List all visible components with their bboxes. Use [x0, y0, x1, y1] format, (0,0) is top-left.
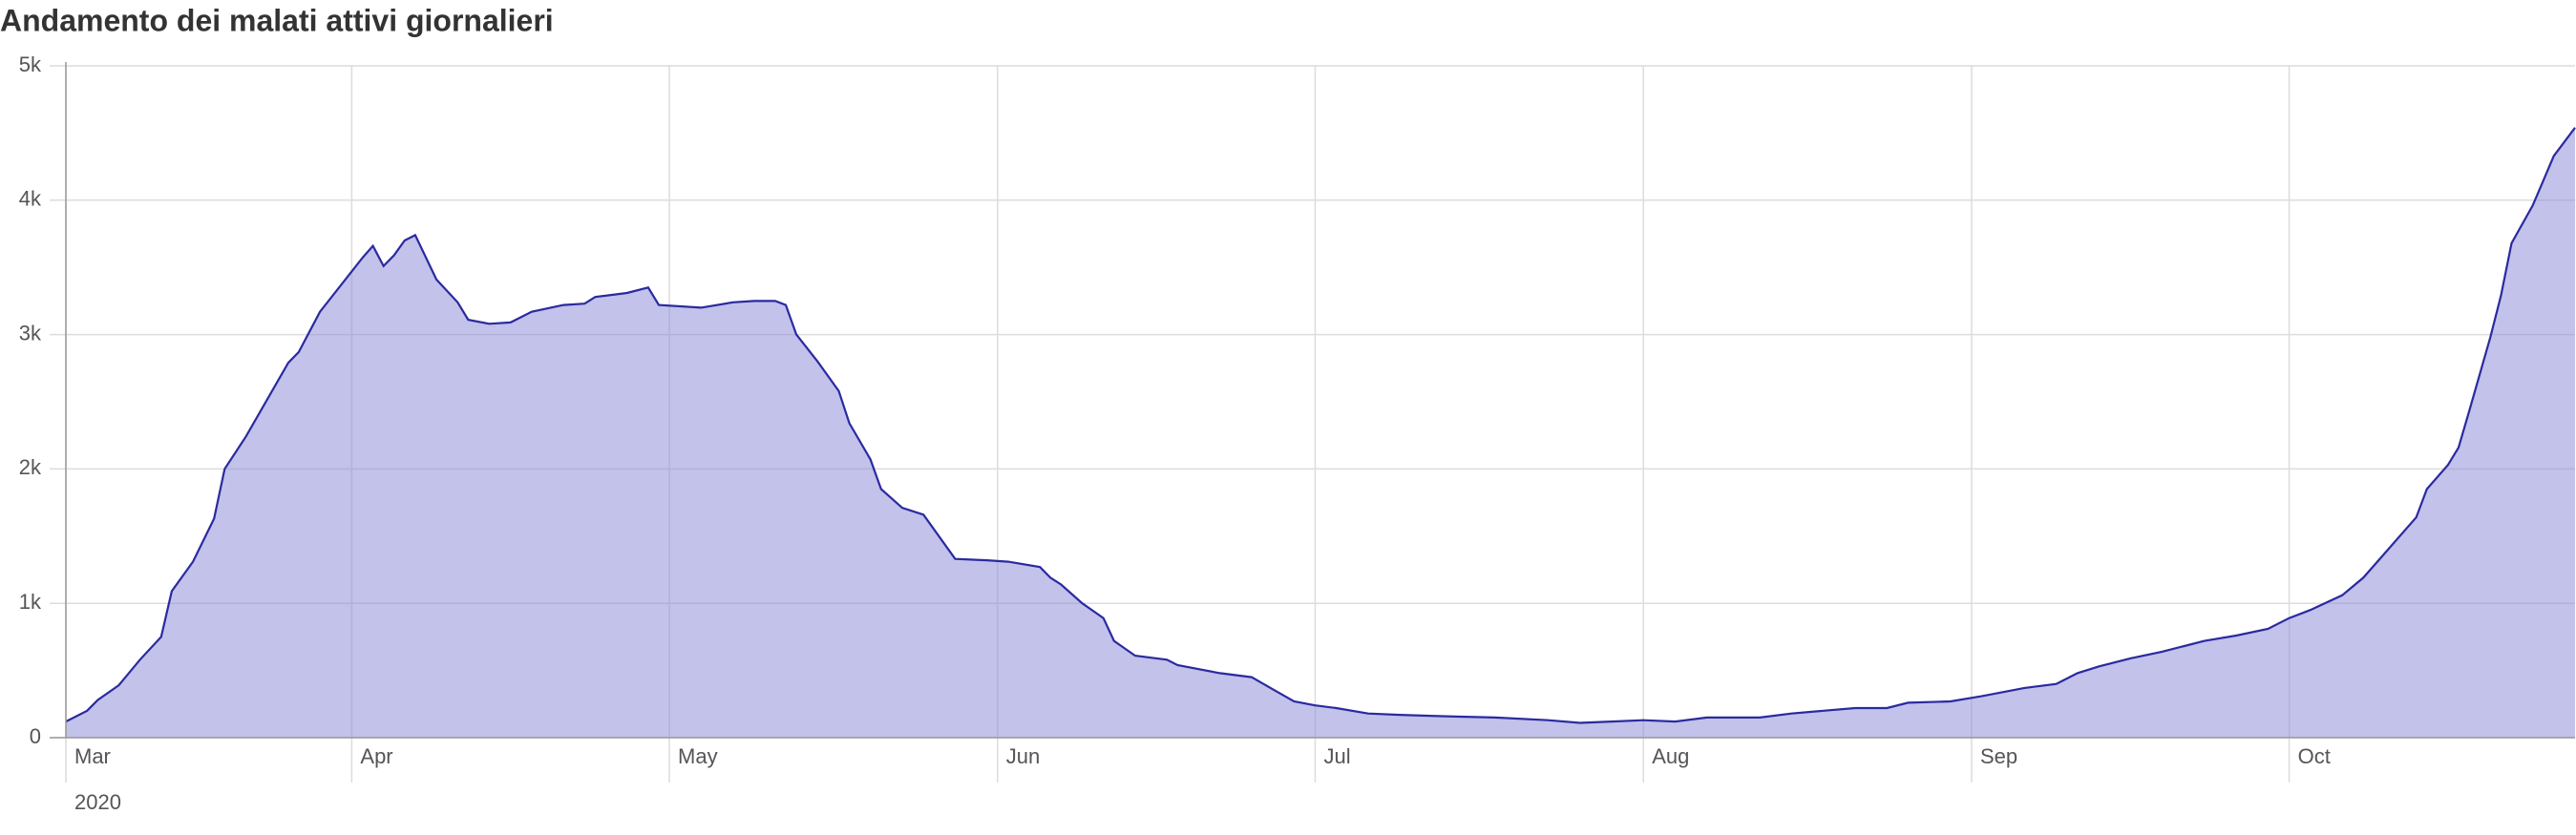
line	[65, 127, 2576, 724]
x-tick-label: Oct	[2298, 744, 2331, 768]
x-tick-label: Jun	[1006, 744, 1040, 768]
x-tick-label: Mar	[74, 744, 111, 768]
y-tick-label: 0	[30, 724, 41, 748]
x-tick-label: Aug	[1652, 744, 1689, 768]
y-tick-label: 5k	[19, 52, 42, 76]
area	[66, 127, 2575, 739]
y-tick-label: 2k	[19, 455, 42, 479]
x-tick-label: Apr	[360, 744, 392, 768]
y-tick-label: 1k	[19, 590, 42, 614]
x-tick-label: May	[678, 744, 718, 768]
year-label: 2020	[74, 790, 121, 814]
y-tick-label: 3k	[19, 321, 42, 344]
y-tick-label: 4k	[19, 187, 42, 211]
chart-title: Andamento dei malati attivi giornalieri	[0, 3, 554, 37]
x-tick-label: Jul	[1323, 744, 1350, 768]
x-tick-label: Sep	[1980, 744, 2017, 768]
